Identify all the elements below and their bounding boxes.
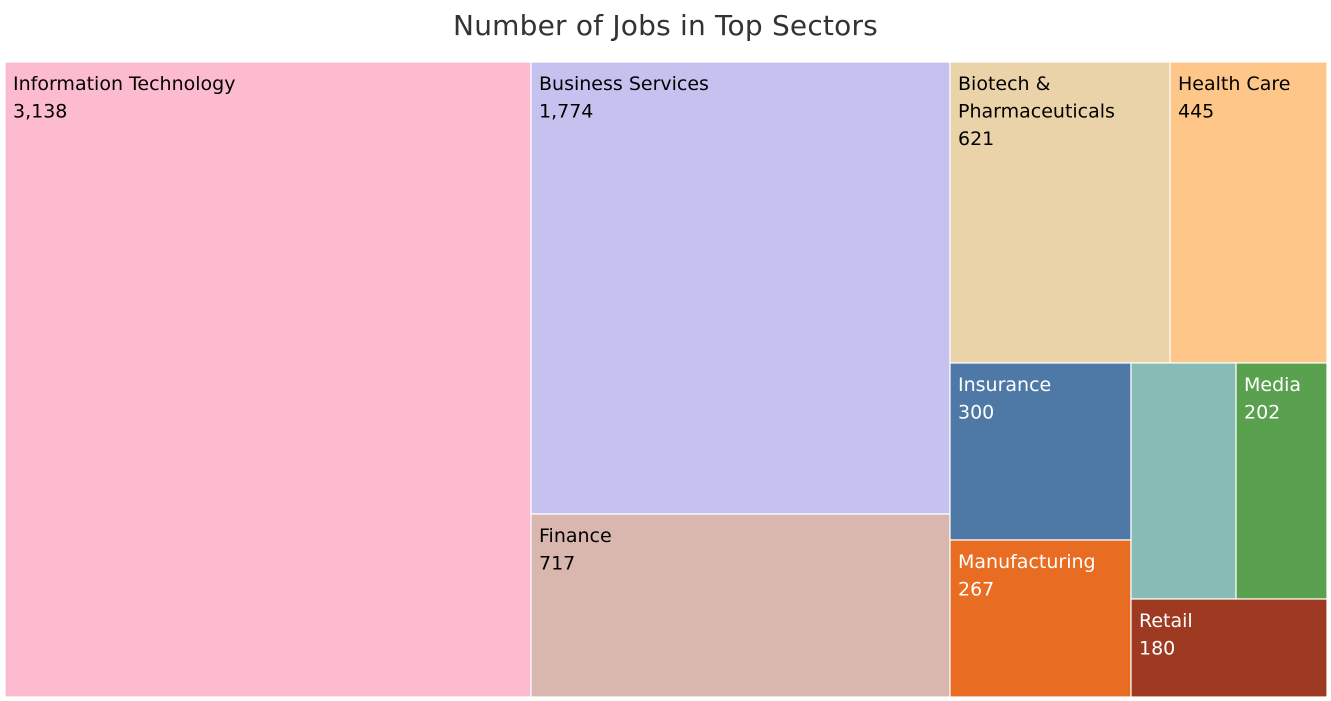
treemap-rect-unlabeled-sector[interactable]	[1130, 362, 1237, 600]
treemap-value-insurance: 300	[958, 402, 994, 424]
treemap-cell-health-care[interactable]: Health Care 445	[1169, 61, 1328, 364]
treemap-value-information-technology: 3,138	[13, 101, 67, 123]
treemap-cell-finance[interactable]: Finance 717	[530, 513, 951, 698]
treemap-value-media: 202	[1244, 402, 1280, 424]
treemap-rect-biotech-and-pharmaceuticals[interactable]	[949, 61, 1171, 364]
treemap-rect-media[interactable]	[1235, 362, 1328, 600]
treemap-label-health-care: Health Care	[1178, 73, 1290, 95]
treemap-value-biotech-and-pharmaceuticals: 621	[958, 128, 994, 150]
treemap-cell-unlabeled-sector[interactable]	[1130, 362, 1237, 600]
treemap-rect-business-services[interactable]	[530, 61, 951, 515]
treemap-cell-manufacturing[interactable]: Manufacturing 267	[949, 539, 1132, 698]
treemap-rect-retail[interactable]	[1130, 598, 1328, 698]
treemap-value-finance: 717	[539, 553, 575, 575]
treemap-label-finance: Finance	[539, 525, 612, 547]
treemap-value-manufacturing: 267	[958, 579, 994, 601]
treemap-value-retail: 180	[1139, 638, 1175, 660]
treemap-cell-insurance[interactable]: Insurance 300	[949, 362, 1132, 541]
treemap-cell-media[interactable]: Media 202	[1235, 362, 1328, 600]
treemap-label-information-technology: Information Technology	[13, 73, 235, 95]
treemap-label-business-services: Business Services	[539, 73, 709, 95]
treemap-label-retail: Retail	[1139, 610, 1193, 632]
treemap-label-line-0-biotech-and-pharmaceuticals: Biotech &	[958, 73, 1051, 95]
treemap-cell-business-services[interactable]: Business Services 1,774	[530, 61, 951, 515]
treemap-value-business-services: 1,774	[539, 101, 593, 123]
treemap-label-media: Media	[1244, 374, 1301, 396]
treemap-cell-biotech-and-pharmaceuticals[interactable]: Biotech & Pharmaceuticals 621	[949, 61, 1171, 364]
treemap-value-health-care: 445	[1178, 101, 1214, 123]
treemap-rect-insurance[interactable]	[949, 362, 1132, 541]
treemap-label-insurance: Insurance	[958, 374, 1051, 396]
treemap-rect-finance[interactable]	[530, 513, 951, 698]
treemap-label-manufacturing: Manufacturing	[958, 551, 1096, 573]
chart-title: Number of Jobs in Top Sectors	[453, 9, 878, 42]
treemap-rect-manufacturing[interactable]	[949, 539, 1132, 698]
treemap-cell-retail[interactable]: Retail 180	[1130, 598, 1328, 698]
treemap-rect-health-care[interactable]	[1169, 61, 1328, 364]
treemap-rect-information-technology[interactable]	[4, 61, 532, 698]
treemap-label-line-1-biotech-and-pharmaceuticals: Pharmaceuticals	[958, 101, 1115, 123]
treemap-cell-information-technology[interactable]: Information Technology 3,138	[4, 61, 532, 698]
